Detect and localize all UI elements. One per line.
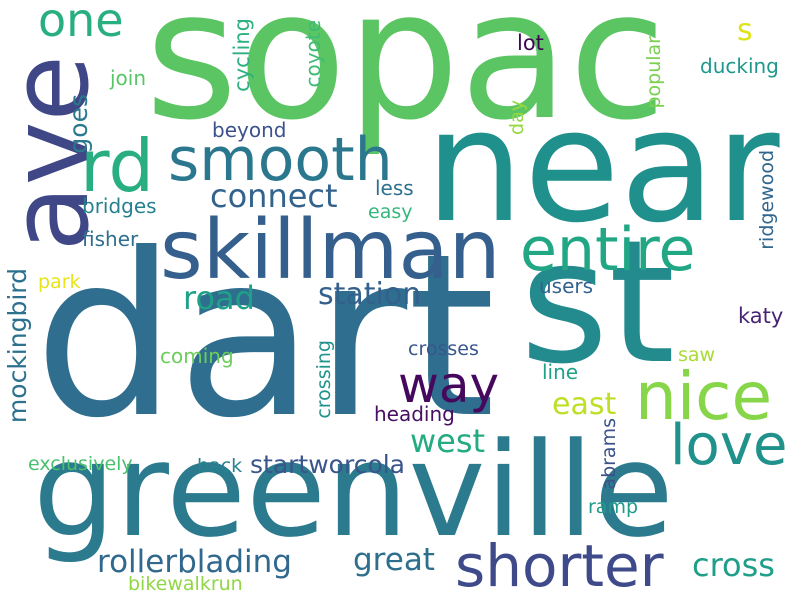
word-join: join [110, 66, 147, 90]
word-beyond: beyond [212, 118, 287, 142]
word-heading: heading [374, 402, 455, 426]
word-startworcola: startworcola [250, 450, 406, 479]
word-shorter: shorter [455, 532, 664, 600]
word-road: road [183, 279, 255, 317]
word-way: way [398, 356, 500, 414]
word-ridgewood: ridgewood [756, 150, 778, 250]
word-park: park [38, 271, 81, 293]
word-lot: lot [517, 31, 544, 55]
word-connect: connect [210, 177, 338, 215]
word-users: users [539, 274, 594, 298]
word-dart: dart [34, 206, 496, 468]
word-cross: cross [692, 546, 775, 584]
word-station: station [318, 277, 422, 312]
word-cycling: cycling [230, 18, 254, 92]
word-katy: katy [738, 304, 784, 328]
word-back: back [197, 455, 243, 477]
word-one: one [38, 0, 124, 47]
word-abrams: abrams [598, 418, 620, 490]
word-popular: popular [643, 36, 665, 109]
word-east: east [552, 387, 617, 422]
word-rd: rd [80, 124, 155, 208]
word-rollerblading: rollerblading [97, 544, 292, 580]
word-love: love [670, 413, 788, 478]
word-nice: nice [635, 358, 773, 435]
word-goes: goes [64, 94, 93, 154]
word-crossing: crossing [313, 340, 335, 419]
word-less: less [375, 176, 414, 200]
word-smooth: smooth [168, 125, 393, 195]
word-bridges: bridges [82, 194, 157, 218]
word-day: day [506, 100, 528, 135]
word-mockingbird: mockingbird [3, 268, 32, 424]
word-ramp: ramp [588, 496, 639, 518]
word-ducking: ducking [700, 54, 779, 78]
word-coyote: coyote [301, 20, 325, 88]
word-sopac: sopac [145, 0, 667, 159]
word-st: st [520, 204, 676, 402]
word-saw: saw [678, 344, 716, 366]
word-easy: easy [368, 201, 413, 223]
word-coming: coming [160, 344, 234, 368]
word-line: line [542, 360, 579, 384]
word-greenville: greenville [33, 414, 674, 566]
word-s: s [737, 13, 753, 48]
word-great: great [353, 542, 435, 578]
word-exclusively: exclusively [28, 453, 133, 475]
word-west: west [410, 422, 486, 460]
word-crosses: crosses [408, 338, 479, 360]
word-near: near [425, 75, 780, 257]
word-entire: entire [520, 215, 696, 285]
word-fisher: fisher [82, 227, 139, 251]
word-skillman: skillman [160, 203, 501, 298]
word-bikewalkrun: bikewalkrun [128, 573, 243, 595]
